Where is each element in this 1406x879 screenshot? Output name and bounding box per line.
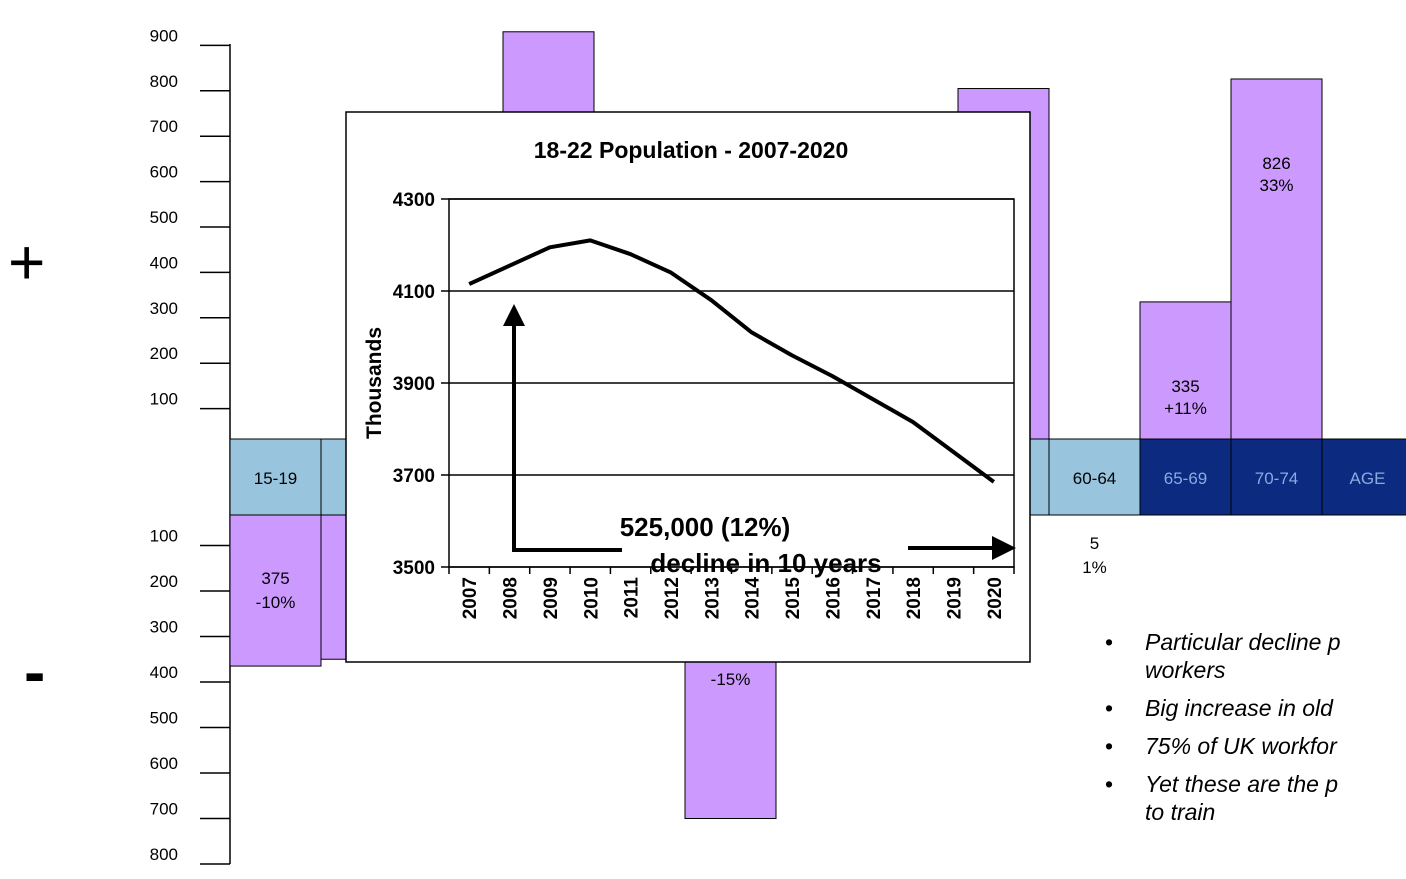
y-tick-label: 200 xyxy=(150,572,178,591)
plus-sign: + xyxy=(8,226,46,298)
y-tick-label: 400 xyxy=(150,663,178,682)
bar-pct-label: 1% xyxy=(1082,558,1107,577)
inset-x-tick-label: 2007 xyxy=(460,577,481,619)
inset-x-tick-label: 2019 xyxy=(944,577,965,619)
inset-x-tick-label: 2018 xyxy=(904,577,925,619)
arrow-right-head xyxy=(992,536,1016,560)
y-tick-label: 800 xyxy=(150,845,178,864)
age-band-cell xyxy=(1321,438,1406,516)
age-band-label: AGE xyxy=(1350,469,1386,488)
annotation-line1: 525,000 (12%) xyxy=(620,512,791,542)
bar-value-label: 335 xyxy=(1171,377,1199,396)
inset-x-tick-label: 2013 xyxy=(702,577,723,619)
bar xyxy=(1230,78,1323,440)
bar-pct-label: -10% xyxy=(256,593,296,612)
inset-title: 18-22 Population - 2007-2020 xyxy=(534,137,848,163)
age-band-label: 70-74 xyxy=(1255,469,1298,488)
y-tick-label: 700 xyxy=(150,800,178,819)
age-band-cell xyxy=(1139,438,1232,516)
inset-y-tick-label: 4300 xyxy=(393,190,435,211)
inset-y-tick-label: 3500 xyxy=(393,558,435,579)
inset-line-chart: 18-22 Population - 2007-2020 4300 4100 3900… xyxy=(345,111,1031,663)
age-band-label: 60-64 xyxy=(1073,469,1116,488)
y-tick-label: 100 xyxy=(150,527,178,546)
bullet-item: • 75% of UK workfor xyxy=(1105,732,1406,760)
inset-x-tick-label: 2011 xyxy=(622,577,643,619)
age-band-label: 65-69 xyxy=(1164,469,1207,488)
bullet-dot-icon: • xyxy=(1105,733,1114,759)
bullet-item: • Big increase in old xyxy=(1105,694,1406,722)
inset-x-tick-label: 2017 xyxy=(864,577,885,619)
inset-x-tick-label: 2020 xyxy=(985,577,1006,619)
annotation-line2: decline in 10 years xyxy=(650,548,881,578)
arrow-up-head xyxy=(503,304,525,326)
minus-sign: - xyxy=(24,636,46,708)
bar-value-label: 375 xyxy=(261,569,289,588)
inset-x-tick-label: 2012 xyxy=(662,577,683,619)
age-band-label: 15-19 xyxy=(254,469,297,488)
inset-x-tick-label: 2008 xyxy=(501,577,522,619)
bar xyxy=(229,514,322,667)
bar-value-label: 826 xyxy=(1262,154,1290,173)
bullet-item: • Yet these are the p to train xyxy=(1105,770,1406,826)
inset-x-tick-label: 2010 xyxy=(581,577,602,619)
bullet-dot-icon: • xyxy=(1105,771,1114,797)
y-tick-label: 300 xyxy=(150,618,178,637)
y-tick-label: 300 xyxy=(150,299,178,318)
inset-y-tick-label: 4100 xyxy=(393,282,435,303)
y-tick-label: 500 xyxy=(150,709,178,728)
inset-x-tick-label: 2014 xyxy=(743,577,764,620)
age-band-cell xyxy=(1048,438,1141,516)
inset-y-tick-label: 3900 xyxy=(393,374,435,395)
bar-pct-label: +11% xyxy=(1164,399,1207,418)
inset-x-tick-label: 2016 xyxy=(823,577,844,619)
y-tick-label: 500 xyxy=(150,208,178,227)
y-tick-label: 400 xyxy=(150,253,178,272)
y-tick-label: 700 xyxy=(150,117,178,136)
bar xyxy=(1139,301,1232,440)
bullet-dot-icon: • xyxy=(1105,629,1114,655)
y-tick-label: 600 xyxy=(150,163,178,182)
bullet-list: • Particular decline p workers • Big increa… xyxy=(1105,628,1406,836)
bullet-text: Big increase in old xyxy=(1145,695,1333,721)
bullet-item: • Particular decline p workers xyxy=(1105,628,1406,684)
inset-y-tick-label: 3700 xyxy=(393,466,435,487)
bullet-text: Particular decline p workers xyxy=(1145,629,1341,683)
inset-x-tick-label: 2015 xyxy=(783,577,804,620)
bar-value-label: 5 xyxy=(1090,534,1099,553)
y-tick-label: 900 xyxy=(150,26,178,45)
y-tick-label: 800 xyxy=(150,72,178,91)
population-line xyxy=(468,238,996,484)
y-tick-label: 100 xyxy=(150,390,178,409)
y-tick-label: 600 xyxy=(150,754,178,773)
bullet-text: Yet these are the p to train xyxy=(1145,771,1339,825)
inset-y-axis-label: Thousands xyxy=(363,327,386,439)
bullet-dot-icon: • xyxy=(1105,695,1114,721)
bar-pct-label: 33% xyxy=(1259,176,1293,195)
inset-x-tick-label: 2009 xyxy=(541,577,562,619)
bar-pct-label: -15% xyxy=(711,670,751,689)
bullet-text: 75% of UK workfor xyxy=(1145,733,1337,759)
y-tick-label: 200 xyxy=(150,344,178,363)
